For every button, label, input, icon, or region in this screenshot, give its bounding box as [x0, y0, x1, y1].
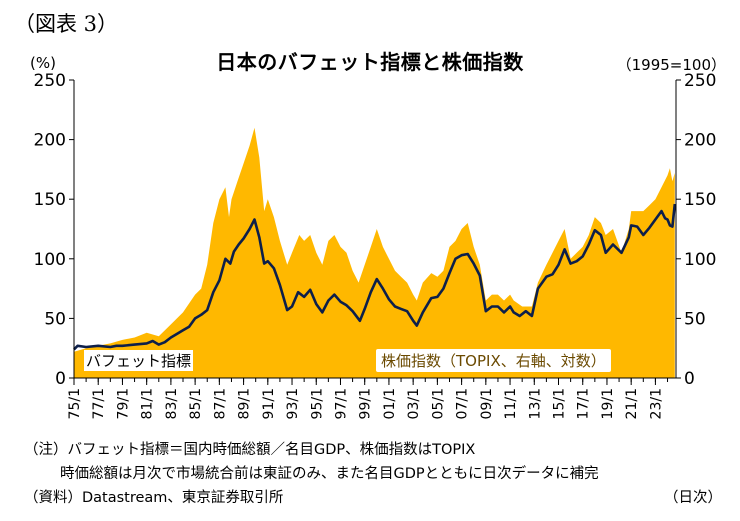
x-tick-label: 95/1	[309, 388, 325, 419]
x-tick-label: 15/1	[552, 388, 568, 419]
frequency-note: （日次）	[664, 490, 722, 506]
x-tick-label: 75/1	[67, 388, 83, 419]
x-tick-label: 99/1	[358, 388, 374, 419]
source-line: （資料）Datastream、東京証券取引所	[24, 490, 284, 506]
x-tick-label: 87/1	[212, 388, 228, 419]
x-tick-label: 07/1	[455, 388, 471, 419]
x-tick-label: 93/1	[285, 388, 301, 419]
x-tick-label: 77/1	[91, 388, 107, 419]
buffett-indicator-line	[73, 203, 677, 351]
x-tick-label: 89/1	[237, 388, 253, 419]
right-tick-label: 100	[684, 250, 716, 270]
note-line-2: 時価総額は月次で市場統合前は東証のみ、また名目GDPとともに日次データに補完	[60, 466, 599, 482]
x-tick-label: 09/1	[479, 388, 495, 419]
topix-area	[74, 127, 675, 378]
x-tick-label: 91/1	[261, 388, 277, 419]
right-axis-unit: （1995=100）	[616, 56, 726, 74]
x-tick-label: 23/1	[648, 388, 664, 419]
x-tick-label: 81/1	[140, 388, 156, 419]
right-tick-label: 200	[684, 131, 716, 151]
chart-title: 日本のバフェット指標と株価指数	[216, 50, 524, 74]
right-tick-label: 150	[684, 190, 716, 210]
right-tick-label: 0	[684, 369, 695, 389]
x-tick-label: 01/1	[382, 388, 398, 419]
left-tick-label: 50	[44, 309, 66, 329]
x-tick-label: 05/1	[430, 388, 446, 419]
x-tick-label: 79/1	[115, 388, 131, 419]
left-tick-label: 250	[34, 71, 66, 91]
area-series-label: 株価指数（TOPIX、右軸、対数）	[376, 349, 611, 372]
x-tick-label: 21/1	[624, 388, 640, 419]
left-tick-label: 150	[34, 190, 66, 210]
left-tick-label: 0	[55, 369, 66, 389]
x-tick-label: 83/1	[164, 388, 180, 419]
left-axis-unit: (%)	[30, 54, 56, 72]
x-tick-label: 11/1	[503, 388, 519, 419]
x-tick-label: 85/1	[188, 388, 204, 419]
axes: 0 50 100 150 200 250 0 50 100 150 200 250 75/1 77/1 79…	[34, 71, 717, 419]
x-tick-label: 97/1	[333, 388, 349, 419]
x-tick-label: 13/1	[527, 388, 543, 419]
x-tick-label: 03/1	[406, 388, 422, 419]
plot-area	[73, 127, 677, 378]
left-tick-label: 200	[34, 131, 66, 151]
figure-label: （図表 3）	[14, 12, 119, 36]
x-tick-label: 19/1	[600, 388, 616, 419]
line-series-label: バフェット指標	[84, 350, 194, 371]
x-tick-label: 17/1	[576, 388, 592, 419]
note-line-1: （注）バフェット指標＝国内時価総額／名目GDP、株価指数はTOPIX	[24, 442, 476, 458]
right-tick-label: 50	[684, 309, 706, 329]
left-tick-label: 100	[34, 250, 66, 270]
right-tick-label: 250	[684, 71, 716, 91]
